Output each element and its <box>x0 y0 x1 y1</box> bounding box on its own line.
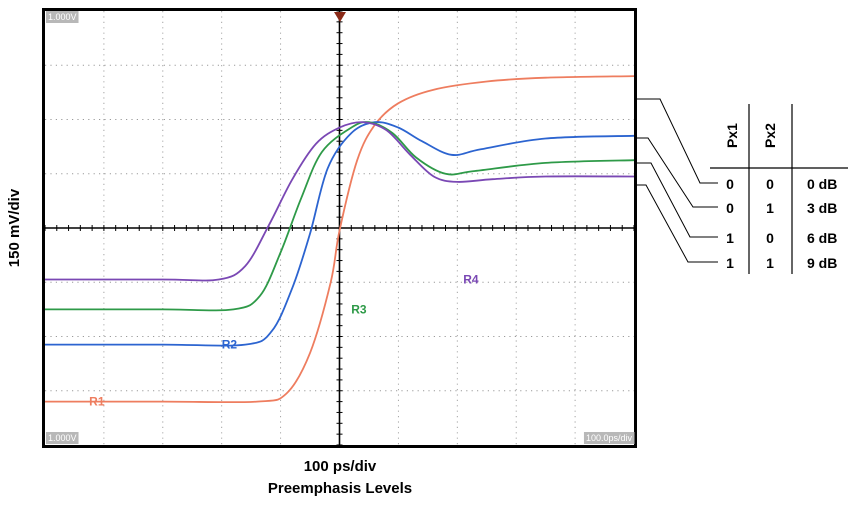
table-header-px1: Px1 <box>724 123 740 148</box>
table-cell: 6 dB <box>807 230 837 246</box>
x-axis-title: 100 ps/div <box>304 458 377 475</box>
table-cell: 1 <box>726 255 734 271</box>
trace-label-r2: R2 <box>222 338 238 352</box>
table-header-px2: Px2 <box>762 123 778 148</box>
table-cell: 1 <box>766 255 774 271</box>
table-cell: 0 dB <box>807 176 837 192</box>
top-left-scale-label: 1.000V <box>48 12 77 22</box>
table-cell: 1 <box>726 230 734 246</box>
leader-line-6db <box>636 162 718 238</box>
table-cell: 0 <box>726 176 734 192</box>
corner-label-backdrop <box>46 11 79 23</box>
trace-label-r3: R3 <box>351 302 367 316</box>
y-axis-title: 150 mV/div <box>6 188 23 267</box>
trace-label-r4: R4 <box>463 273 479 287</box>
table-cell: 0 <box>766 176 774 192</box>
leader-lines <box>636 98 718 263</box>
trace-label-r1: R1 <box>89 395 105 409</box>
trace-labels: R1 R2 R3 R4 <box>89 273 479 409</box>
trace-r3 <box>44 121 635 312</box>
trace-r2 <box>45 121 635 347</box>
timebase-label: 100.0ps/div <box>586 433 633 443</box>
trigger-marker-icon <box>334 12 346 22</box>
corner-label-backdrop <box>583 432 635 444</box>
table-cell: 0 <box>726 200 734 216</box>
scope-traces <box>44 75 635 404</box>
table-cell: 1 <box>766 200 774 216</box>
trace-r1 <box>44 75 635 404</box>
leader-line-0db <box>636 98 718 184</box>
preemphasis-table: Px1 Px2 0 0 0 dB 0 1 3 dB 1 0 6 dB 1 1 9… <box>710 104 848 274</box>
corner-label-backdrop <box>46 432 79 444</box>
bottom-left-scale-label: 1.000V <box>48 433 77 443</box>
table-cell: 9 dB <box>807 255 837 271</box>
leader-line-9db <box>636 184 718 263</box>
table-cell: 3 dB <box>807 200 837 216</box>
chart-subtitle: Preemphasis Levels <box>268 480 412 497</box>
trace-r4 <box>44 121 635 282</box>
leader-line-3db <box>636 137 718 208</box>
table-cell: 0 <box>766 230 774 246</box>
